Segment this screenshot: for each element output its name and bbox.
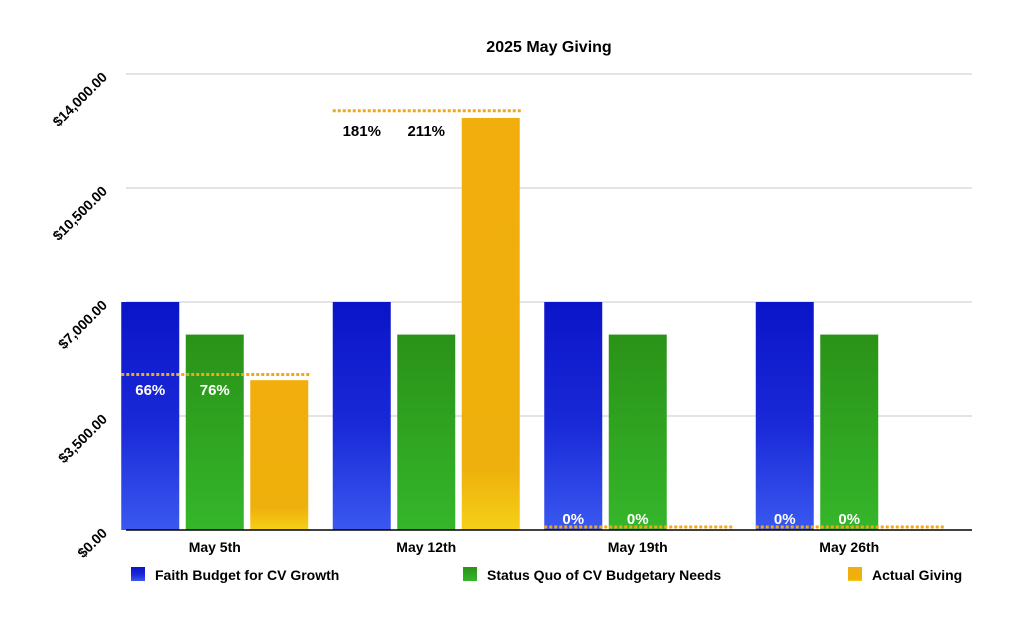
reference-lines (121, 109, 945, 529)
y-tick-label: $10,500.00 (49, 183, 110, 244)
chart-title: 2025 May Giving (486, 39, 611, 56)
y-tick-label: $3,500.00 (55, 411, 111, 467)
bar-actual-giving (250, 380, 309, 530)
y-tick-label: $7,000.00 (55, 297, 111, 353)
legend-swatch (848, 567, 862, 581)
bar-faith-budget (755, 302, 814, 530)
percent-label: 181% (343, 123, 381, 140)
percent-label: 0% (774, 511, 796, 528)
percent-label: 76% (200, 382, 230, 399)
legend-swatch (463, 567, 477, 581)
x-tick-label: May 12th (396, 539, 456, 555)
bar-status-quo (185, 334, 244, 530)
bar-faith-budget (121, 302, 180, 530)
data-labels: 66% 76% 181% 211% 0% 0% 0% 0% (135, 123, 860, 528)
legend: Faith Budget for CV Growth Status Quo of … (131, 567, 962, 583)
percent-label: 0% (562, 511, 584, 528)
percent-label: 66% (135, 382, 165, 399)
legend-swatch (131, 567, 145, 581)
percent-label: 0% (838, 511, 860, 528)
legend-label: Status Quo of CV Budgetary Needs (487, 567, 721, 583)
bar-status-quo (820, 334, 879, 530)
x-tick-label: May 5th (189, 539, 241, 555)
y-tick-label: $0.00 (74, 525, 110, 561)
x-tick-label: May 19th (608, 539, 668, 555)
y-tick-label: $14,000.00 (49, 69, 110, 130)
legend-label: Faith Budget for CV Growth (155, 567, 339, 583)
bar-faith-budget (332, 302, 391, 530)
x-axis-ticks: May 5th May 12th May 19th May 26th (189, 539, 880, 555)
bar-status-quo (608, 334, 667, 530)
bar-status-quo (397, 334, 456, 530)
bars (121, 117, 879, 530)
percent-label: 0% (627, 511, 649, 528)
bar-faith-budget (544, 302, 603, 530)
y-axis-ticks: $0.00 $3,500.00 $7,000.00 $10,500.00 $14,000… (49, 69, 110, 561)
x-tick-label: May 26th (819, 539, 879, 555)
bar-actual-giving (461, 117, 520, 530)
percent-label: 211% (407, 123, 445, 140)
legend-label: Actual Giving (872, 567, 962, 583)
